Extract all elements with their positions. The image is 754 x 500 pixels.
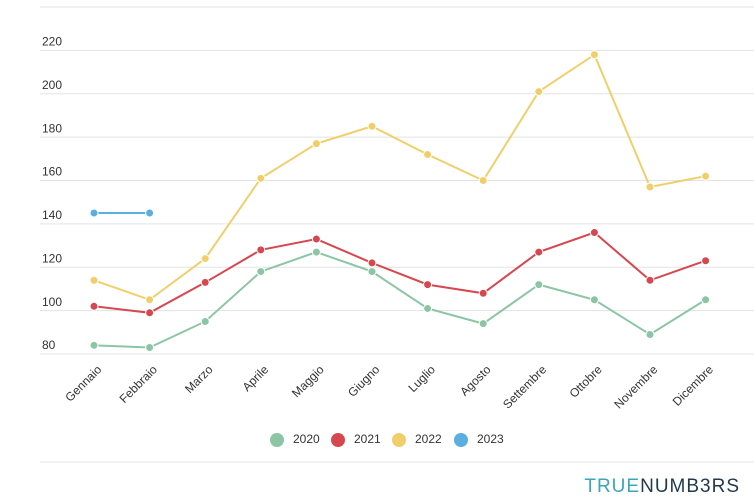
data-point	[89, 301, 99, 311]
data-point	[311, 234, 321, 244]
legend-label: 2020	[293, 432, 320, 446]
data-point	[478, 319, 488, 329]
data-point	[478, 176, 488, 185]
data-point	[256, 245, 266, 255]
data-point	[200, 254, 210, 264]
data-point	[645, 275, 655, 285]
legend-swatch	[270, 433, 284, 447]
y-tick-label: 200	[42, 78, 62, 92]
x-tick-label: Novembre	[611, 362, 660, 411]
x-tick-label: Marzo	[182, 362, 216, 396]
data-point	[89, 340, 99, 350]
data-point	[256, 267, 266, 277]
data-point	[589, 228, 599, 238]
data-point	[145, 208, 155, 218]
data-point	[701, 295, 711, 305]
y-tick-label: 140	[42, 208, 62, 222]
legend-swatch	[331, 433, 345, 447]
data-point	[89, 208, 99, 218]
data-point	[367, 121, 377, 131]
x-tick-label: Agosto	[457, 362, 494, 399]
data-point	[145, 295, 155, 305]
y-tick-label: 100	[42, 295, 62, 309]
x-tick-label: Maggio	[289, 362, 327, 400]
data-point	[367, 258, 377, 268]
data-point	[645, 329, 655, 339]
legend-label: 2023	[477, 432, 504, 446]
data-point	[311, 139, 321, 149]
data-point	[256, 173, 266, 183]
data-point	[423, 149, 433, 159]
data-point	[478, 288, 488, 298]
data-point	[589, 295, 599, 305]
y-tick-label: 220	[42, 35, 62, 49]
data-point	[89, 275, 99, 285]
brand-part: NUMB3RS	[640, 476, 740, 497]
data-point	[145, 342, 155, 352]
legend-swatch	[454, 433, 468, 447]
x-tick-label: Gennaio	[62, 362, 104, 404]
y-tick-label: 80	[42, 338, 56, 352]
y-tick-label: 120	[42, 251, 62, 265]
y-tick-label: 180	[42, 121, 62, 135]
legend-label: 2022	[415, 432, 442, 446]
x-tick-label: Febbraio	[117, 362, 161, 406]
legend-label: 2021	[354, 432, 381, 446]
brand: TRUENUMB3RS	[584, 476, 740, 497]
data-point	[534, 280, 544, 290]
series-line	[93, 231, 706, 314]
data-point	[645, 182, 655, 192]
y-tick-label: 160	[42, 165, 62, 179]
brand-part: TRUE	[584, 476, 640, 497]
x-tick-label: Settembre	[500, 362, 549, 411]
x-tick-label: Giugno	[345, 362, 382, 399]
data-point	[200, 277, 210, 287]
series-line	[93, 251, 707, 349]
x-tick-label: Aprile	[240, 362, 272, 394]
data-point	[701, 256, 711, 266]
data-point	[534, 247, 544, 257]
data-point	[589, 50, 599, 60]
data-point	[311, 247, 321, 257]
data-point	[145, 308, 155, 318]
x-tick-label: Luglio	[405, 362, 438, 395]
series-line	[93, 53, 706, 301]
data-point	[423, 280, 433, 290]
data-point	[367, 267, 377, 277]
x-tick-label: Dicembre	[670, 362, 716, 408]
data-point	[200, 316, 210, 326]
data-point	[534, 87, 544, 97]
legend-swatch	[392, 433, 406, 447]
data-point	[701, 171, 711, 181]
data-point	[423, 303, 433, 313]
x-tick-label: Ottobre	[567, 362, 605, 400]
